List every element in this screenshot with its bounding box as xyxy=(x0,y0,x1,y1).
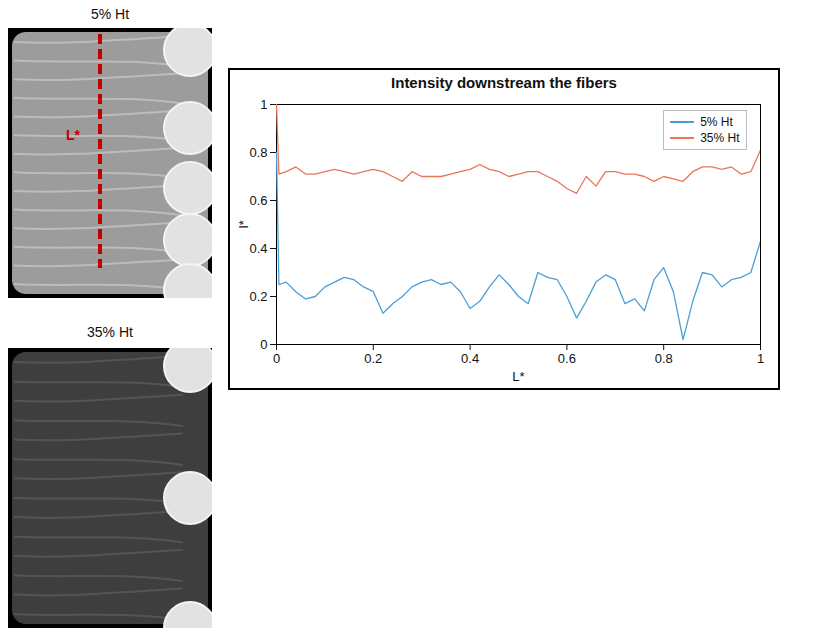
svg-text:0: 0 xyxy=(260,337,267,352)
svg-text:I*: I* xyxy=(236,220,251,229)
html-text:Intensity downstream the fiber: Intensity downstream the fibers xyxy=(391,74,617,91)
svg-text:0: 0 xyxy=(273,351,280,366)
svg-text:0.2: 0.2 xyxy=(364,351,382,366)
html-text:35% Ht: 35% Ht xyxy=(700,131,740,145)
svg-text:1: 1 xyxy=(260,97,267,112)
html-text:5% Ht: 5% Ht xyxy=(700,115,733,129)
svg-text:0.2: 0.2 xyxy=(249,289,267,304)
html-text:35% Ht: 35% Ht xyxy=(87,324,133,340)
html-text:5% Ht: 5% Ht xyxy=(90,6,130,22)
svg-text:0.4: 0.4 xyxy=(461,351,479,366)
svg-text:0.6: 0.6 xyxy=(558,351,576,366)
svg-text:0.8: 0.8 xyxy=(655,351,673,366)
svg-text:0.4: 0.4 xyxy=(249,241,267,256)
svg-text:1: 1 xyxy=(757,351,764,366)
svg-text:L*: L* xyxy=(512,369,524,384)
svg-text:0.6: 0.6 xyxy=(249,193,267,208)
svg-text:0.8: 0.8 xyxy=(249,145,267,160)
svg-text:L*: L* xyxy=(66,127,81,143)
